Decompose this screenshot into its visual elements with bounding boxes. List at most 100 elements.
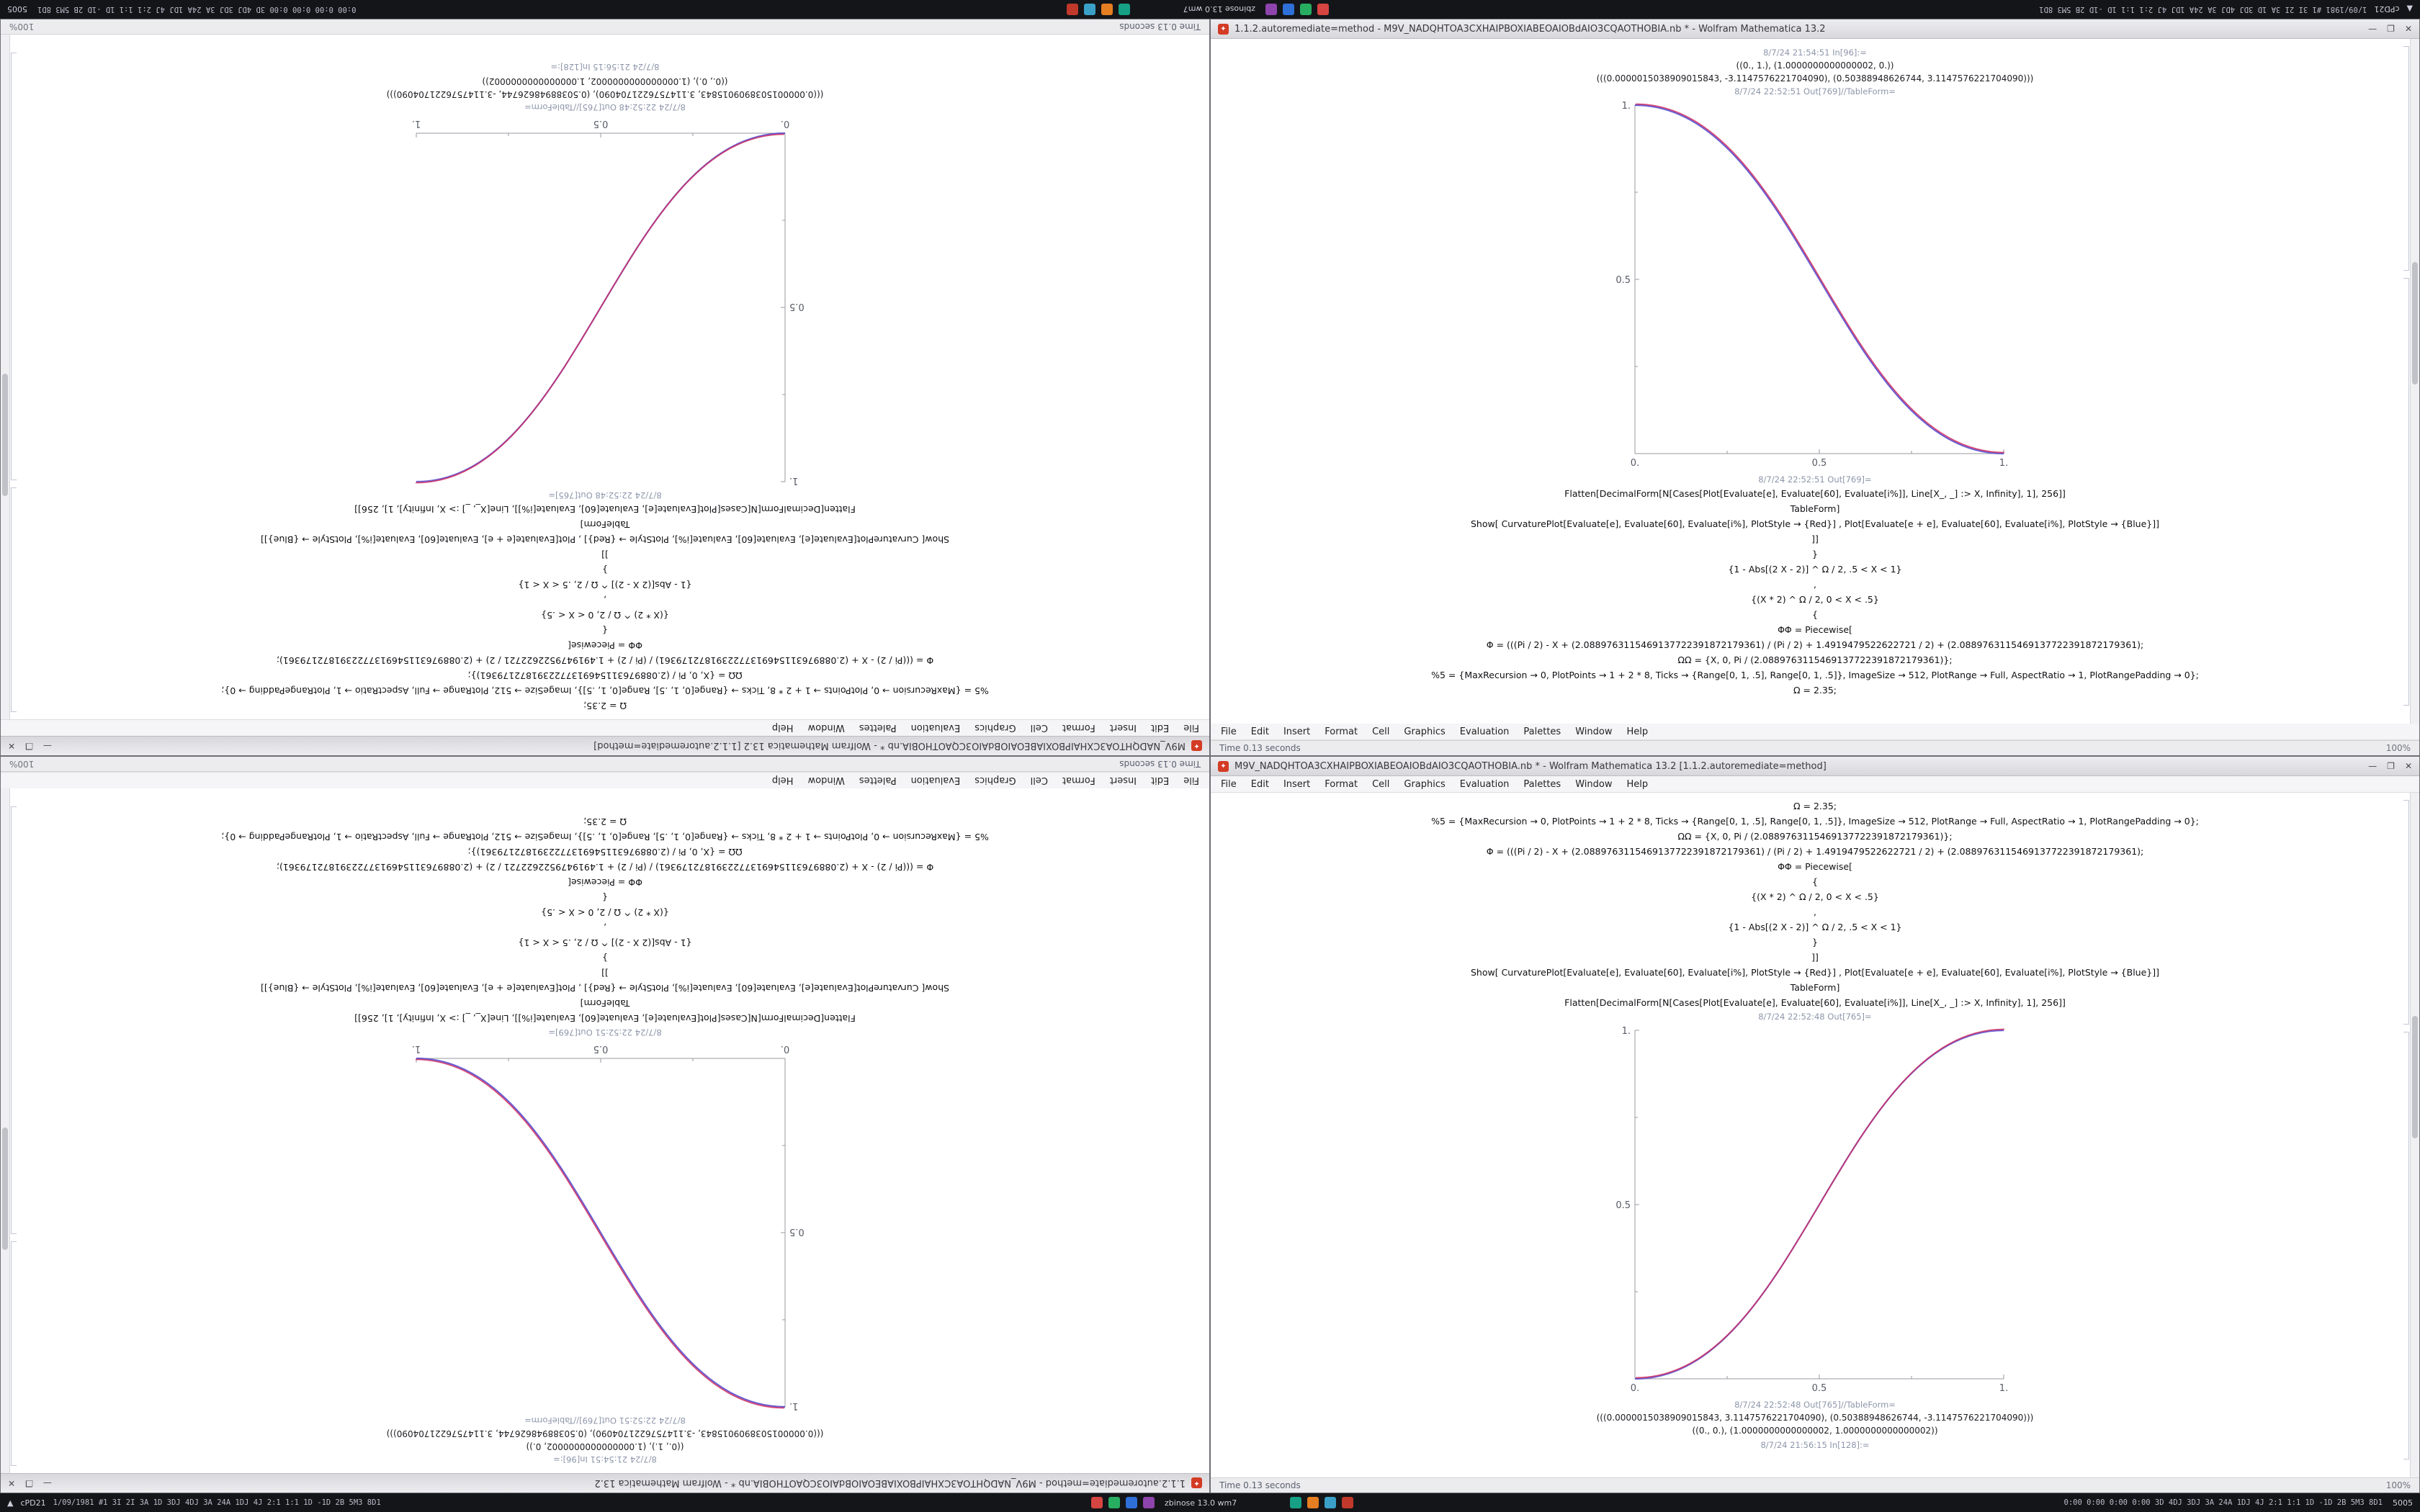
menu-format[interactable]: Format xyxy=(1325,778,1358,790)
menu-palettes[interactable]: Palettes xyxy=(859,722,897,734)
cell-bracket[interactable] xyxy=(11,806,17,1234)
menu-palettes[interactable]: Palettes xyxy=(1523,778,1561,790)
menu-window[interactable]: Window xyxy=(807,722,845,734)
maximize-button[interactable]: ❐ xyxy=(25,1478,33,1488)
menu-insert[interactable]: Insert xyxy=(1283,726,1311,737)
menu-window[interactable]: Window xyxy=(807,775,845,786)
menu-edit[interactable]: Edit xyxy=(1250,778,1269,790)
menu-evaluation[interactable]: Evaluation xyxy=(910,775,961,786)
cell-bracket[interactable] xyxy=(11,53,17,480)
taskbar-app-icon[interactable] xyxy=(1290,1497,1302,1508)
menu-format[interactable]: Format xyxy=(1062,722,1095,734)
taskbar-app-icon[interactable] xyxy=(1118,4,1130,15)
menu-cell[interactable]: Cell xyxy=(1372,778,1390,790)
menu-file[interactable]: File xyxy=(1183,775,1199,786)
input-code-line: ]] xyxy=(601,968,609,978)
close-button[interactable]: ✕ xyxy=(2404,24,2412,34)
menu-graphics[interactable]: Graphics xyxy=(974,722,1016,734)
taskbar-app-icon[interactable] xyxy=(1299,4,1312,15)
zoom-level[interactable]: 100% xyxy=(9,22,35,32)
menu-palettes[interactable]: Palettes xyxy=(1523,726,1561,737)
menu-window[interactable]: Window xyxy=(1575,778,1613,790)
window-titlebar[interactable]: ✦ 1.1.2.autoremediate=method - M9V_NADQH… xyxy=(1,1473,1209,1493)
taskbar-app-icon[interactable] xyxy=(1282,4,1294,15)
taskbar-app-icon[interactable] xyxy=(1143,1497,1155,1508)
menu-arrow-icon[interactable]: ▲ xyxy=(7,1498,14,1508)
taskbar-app-icon[interactable] xyxy=(1066,4,1078,15)
cell-bracket[interactable] xyxy=(2403,800,2409,1025)
close-button[interactable]: ✕ xyxy=(8,1478,16,1488)
vertical-scrollbar[interactable] xyxy=(1,788,10,1473)
menu-format[interactable]: Format xyxy=(1062,775,1095,786)
maximize-button[interactable]: ❐ xyxy=(2387,761,2395,771)
zoom-level[interactable]: 100% xyxy=(9,759,35,769)
taskbar-app-icon[interactable] xyxy=(1126,1497,1138,1508)
menu-insert[interactable]: Insert xyxy=(1109,722,1137,734)
output-plot-descending: 1. 0.5 0. 0.5 1. xyxy=(1613,101,2017,472)
menu-arrow-icon[interactable]: ▲ xyxy=(2406,4,2413,14)
scrollbar-thumb[interactable] xyxy=(2,1128,8,1250)
menu-palettes[interactable]: Palettes xyxy=(859,775,897,786)
menu-evaluation[interactable]: Evaluation xyxy=(1459,726,1510,737)
scrollbar-thumb[interactable] xyxy=(2,374,8,496)
menu-format[interactable]: Format xyxy=(1325,726,1358,737)
menu-edit[interactable]: Edit xyxy=(1151,722,1170,734)
menu-help[interactable]: Help xyxy=(771,722,794,734)
zoom-level[interactable]: 100% xyxy=(2385,743,2411,753)
menu-window[interactable]: Window xyxy=(1575,726,1613,737)
close-button[interactable]: ✕ xyxy=(8,741,16,751)
window-controls: — ❐ ✕ xyxy=(2368,761,2412,771)
menu-file[interactable]: File xyxy=(1221,778,1237,790)
menu-file[interactable]: File xyxy=(1183,722,1199,734)
close-button[interactable]: ✕ xyxy=(2404,761,2412,771)
scrollbar-thumb[interactable] xyxy=(2412,262,2418,384)
menu-cell[interactable]: Cell xyxy=(1372,726,1390,737)
notebook-content: Ω = 2.35; %5 = {MaxRecursion → 0, PlotPo… xyxy=(1211,793,2419,1477)
out-label: 8/7/24 22:52:51 Out[769]= xyxy=(1758,474,1872,485)
menu-help[interactable]: Help xyxy=(1626,778,1649,790)
cell-bracket[interactable] xyxy=(2403,46,2409,271)
taskbar-app-icon[interactable] xyxy=(1101,4,1113,15)
cell-bracket[interactable] xyxy=(11,1241,17,1466)
taskbar-app-icon[interactable] xyxy=(1108,1497,1121,1508)
menu-cell[interactable]: Cell xyxy=(1030,722,1048,734)
taskbar-app-icon[interactable] xyxy=(1265,4,1277,15)
window-titlebar[interactable]: ✦ M9V_NADQHTOA3CXHAIPBOXIABEOAIOBdAIO3CQ… xyxy=(1211,757,2419,776)
minimize-button[interactable]: — xyxy=(2368,761,2378,771)
menu-evaluation[interactable]: Evaluation xyxy=(910,722,961,734)
zoom-level[interactable]: 100% xyxy=(2385,1480,2411,1490)
menu-help[interactable]: Help xyxy=(1626,726,1649,737)
cell-bracket[interactable] xyxy=(11,487,17,712)
input-code-line: ΩΩ = {X, 0, Pi / (2.08897631154691377223… xyxy=(1677,831,1953,842)
menu-edit[interactable]: Edit xyxy=(1250,726,1269,737)
vertical-scrollbar[interactable] xyxy=(2410,793,2419,1477)
taskbar-app-icon[interactable] xyxy=(1307,1497,1319,1508)
minimize-button[interactable]: — xyxy=(2368,24,2378,34)
scrollbar-thumb[interactable] xyxy=(2412,1016,2418,1138)
maximize-button[interactable]: ❐ xyxy=(25,741,33,751)
maximize-button[interactable]: ❐ xyxy=(2387,24,2395,34)
taskbar-app-icon[interactable] xyxy=(1091,1497,1103,1508)
menu-evaluation[interactable]: Evaluation xyxy=(1459,778,1510,790)
vertical-scrollbar[interactable] xyxy=(1,35,10,719)
menu-graphics[interactable]: Graphics xyxy=(974,775,1016,786)
minimize-button[interactable]: — xyxy=(42,1478,52,1488)
menu-insert[interactable]: Insert xyxy=(1283,778,1311,790)
menu-insert[interactable]: Insert xyxy=(1109,775,1137,786)
menu-graphics[interactable]: Graphics xyxy=(1404,726,1446,737)
taskbar-app-icon[interactable] xyxy=(1317,4,1329,15)
window-titlebar[interactable]: ✦ M9V_NADQHTOA3CXHAIPBOXIABEOAIOBdAIO3CQ… xyxy=(1,736,1209,755)
menu-edit[interactable]: Edit xyxy=(1151,775,1170,786)
menu-graphics[interactable]: Graphics xyxy=(1404,778,1446,790)
cell-bracket[interactable] xyxy=(2403,278,2409,706)
window-titlebar[interactable]: ✦ 1.1.2.autoremediate=method - M9V_NADQH… xyxy=(1211,19,2419,39)
menu-file[interactable]: File xyxy=(1221,726,1237,737)
taskbar-app-icon[interactable] xyxy=(1083,4,1095,15)
menu-help[interactable]: Help xyxy=(771,775,794,786)
taskbar-app-icon[interactable] xyxy=(1325,1497,1337,1508)
vertical-scrollbar[interactable] xyxy=(2410,39,2419,724)
menu-cell[interactable]: Cell xyxy=(1030,775,1048,786)
minimize-button[interactable]: — xyxy=(42,741,52,751)
cell-bracket[interactable] xyxy=(2403,1032,2409,1459)
taskbar-app-icon[interactable] xyxy=(1342,1497,1354,1508)
